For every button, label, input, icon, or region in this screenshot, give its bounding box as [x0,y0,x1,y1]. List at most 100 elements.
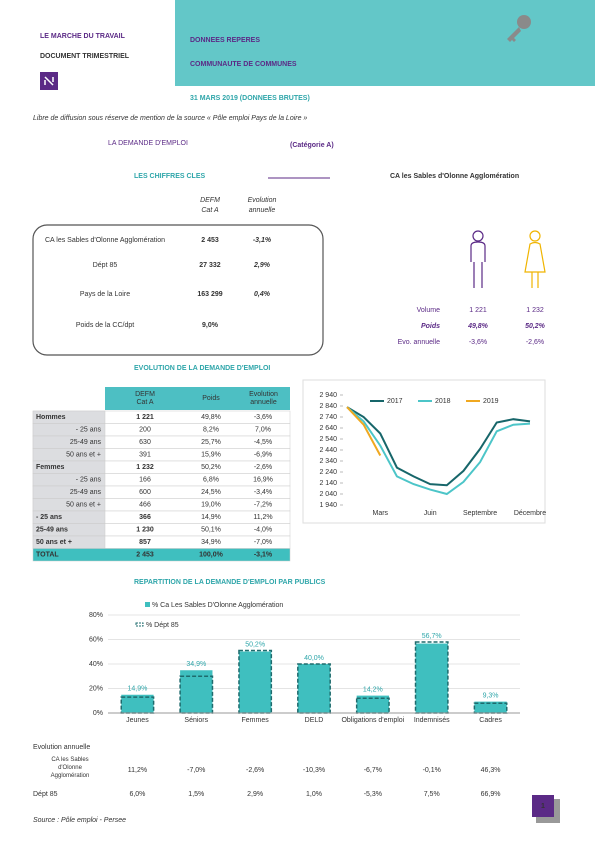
legend-swatch [145,602,150,607]
text: Jeunes [126,717,149,724]
text: -10,3% [303,767,325,774]
text: Mars [372,510,388,517]
text: Evolution [248,197,277,204]
text: 16,9% [253,477,273,484]
text: 24,5% [201,489,221,496]
text: 630 [139,439,151,446]
table-row [32,548,291,562]
bar [297,664,331,713]
text: Juin [424,510,437,517]
text: -5,3% [364,791,382,798]
line-series [346,406,531,496]
text: Poids de la CC/dpt [76,322,134,329]
text: -6,7% [364,767,382,774]
text: CA les Sables d'Olonne Agglomération [390,173,519,180]
text: 2 740 [319,414,337,421]
text: 2 940 [319,392,337,399]
woman-icon [524,230,546,288]
text: DELD [305,717,324,724]
text: -7,2% [254,502,272,509]
text: 50 ans et + [66,452,101,459]
text: Femmes [36,464,65,471]
text: Dépt 85 [93,262,118,269]
text: 50 ans et + [36,539,72,546]
text: 25-49 ans [70,489,102,496]
text: 1 232 [136,464,154,471]
text: Poids [421,323,440,330]
text: 2018 [435,398,451,405]
text: 600 [139,489,151,496]
text: Hommes [36,414,66,421]
text: Décembre [514,510,546,517]
text: 1 [541,803,545,810]
bar [238,651,272,713]
text: 366 [139,514,151,521]
row-label-box: CA les Sables d'Olonne Agglomération [51,757,90,779]
text: 1 221 [469,307,487,314]
text: 66,9% [481,791,501,798]
text: Source : Pôle emploi - Persee [33,817,126,824]
text: Evo. annuelle [398,339,441,346]
text: 166 [139,477,151,484]
text: 34,9% [186,661,206,668]
legend-swatch [135,622,144,627]
text: 46,3% [481,767,501,774]
key-icon [507,15,531,42]
text: 60% [89,636,103,643]
text: 1,0% [306,791,322,798]
text: 2 453 [201,237,219,244]
text: 25-49 ans [36,527,68,534]
text: Femmes [242,717,270,724]
text: 2 140 [319,480,337,487]
text: Evolution annuelle [33,744,90,751]
text: DOCUMENT TRIMESTRIEL [40,53,130,60]
text: - 25 ans [76,427,102,434]
text: 6,0% [129,791,145,798]
key-figures-box [32,224,324,356]
line-series [346,406,382,456]
text: -3,4% [254,489,272,496]
text: -4,5% [254,439,272,446]
text: - 25 ans [76,477,102,484]
text: -4,0% [254,527,272,534]
man-icon [470,230,486,288]
text: Indemnisés [414,717,450,724]
text: -7,0% [254,539,272,546]
text: 14,9% [127,686,147,693]
text: -7,0% [187,767,205,774]
text: -0,1% [423,767,441,774]
text: 100,0% [199,552,224,559]
text: Pays de la Loire [80,291,130,298]
text: -3,6% [254,414,272,421]
text: 20% [89,685,103,692]
text: -3,6% [469,339,487,346]
text: -6,9% [254,452,272,459]
text: CA les Sables d'Olonne Agglomération [45,237,165,244]
text: Cadres [479,717,502,724]
bar [356,695,390,713]
text: 0,4% [254,291,271,298]
line-series [346,406,531,487]
text: % Ca Les Sables D'Olonne Agglomération [152,602,283,609]
text: 2 240 [319,469,337,476]
text: Libre de diffusion sous réserve de menti… [33,115,307,122]
text: annuelle [249,207,276,214]
text: Volume [417,307,440,314]
bar [180,670,213,713]
text: Séniors [184,717,208,724]
text: 40% [89,661,103,668]
text: -2,6% [246,767,264,774]
bar-outline [414,641,449,714]
text: 11,2% [128,767,147,774]
text: 9,3% [483,692,499,699]
text: 466 [139,502,151,509]
text: 2,9% [247,791,263,798]
text: Obligations d'emploi [341,717,404,724]
text: DEFM [200,197,220,204]
text: 2 540 [319,436,337,443]
text: 50,2% [201,464,221,471]
header-band [175,0,595,86]
text: 49,8% [467,323,489,330]
text: EVOLUTION DE LA DEMANDE D'EMPLOI [134,365,270,372]
line-chart-frame [302,379,546,524]
